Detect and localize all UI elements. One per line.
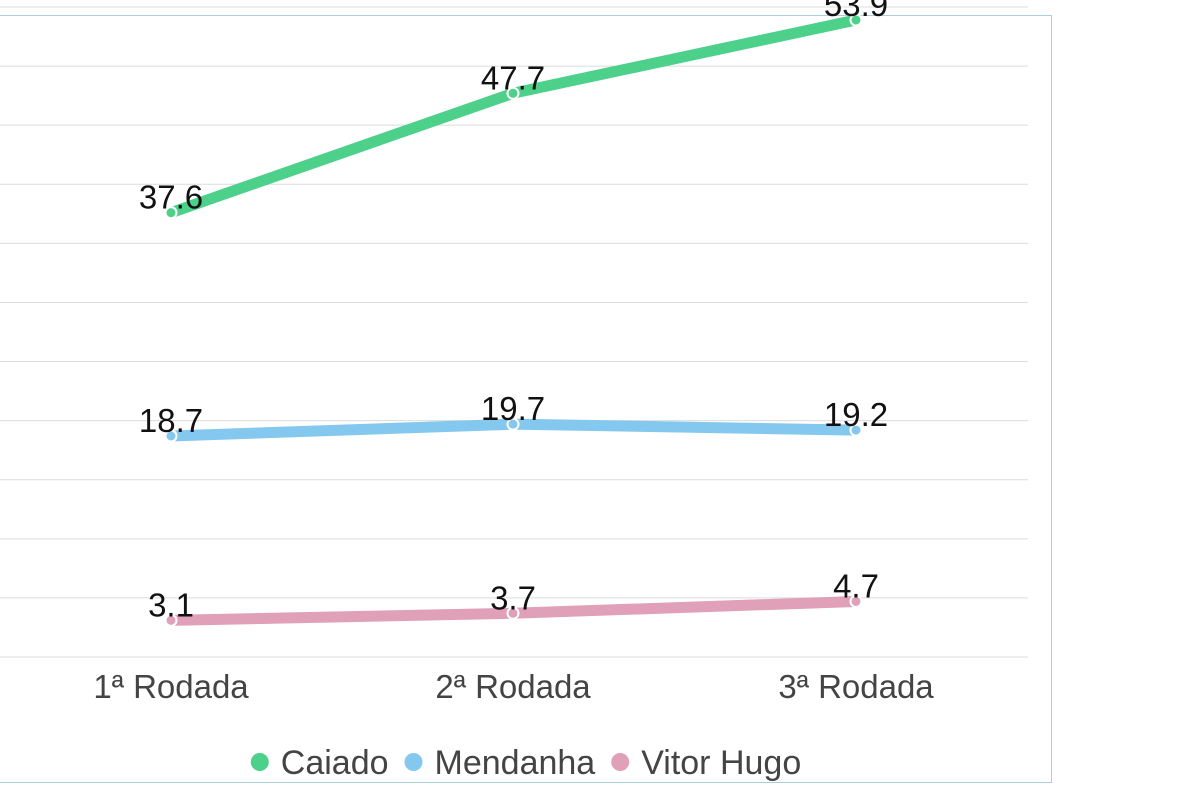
legend-marker: [250, 753, 269, 771]
legend-item-caiado: Caiado: [250, 744, 389, 782]
x-axis-ticks: 1ª Rodada 2ª Rodada 3ª Rodada: [93, 668, 934, 705]
data-label-mendanha: 18.7: [139, 402, 203, 439]
data-point-caiado: [849, 13, 863, 27]
data-point-vitor-hugo: [506, 606, 520, 620]
legend-marker: [611, 753, 630, 771]
data-point-mendanha: [506, 417, 520, 431]
data-point-vitor-hugo: [849, 594, 863, 608]
legend-item-mendanha: Mendanha: [404, 744, 596, 782]
x-tick-label: 3ª Rodada: [778, 668, 934, 705]
x-tick-label: 2ª Rodada: [435, 668, 591, 705]
data-label-vitor-hugo: 4.7: [833, 567, 879, 604]
data-point-mendanha: [849, 423, 863, 437]
legend: Caiado Mendanha Vitor Hugo: [250, 744, 801, 782]
data-label-mendanha: 19.7: [481, 390, 545, 427]
data-label-vitor-hugo: 3.7: [490, 579, 536, 616]
data-label-caiado: 37.6: [139, 179, 203, 216]
data-point-vitor-hugo: [164, 613, 178, 627]
legend-item-vitor-hugo: Vitor Hugo: [611, 744, 801, 782]
series-lines: [165, 14, 862, 626]
data-point-caiado: [506, 86, 520, 100]
legend-label: Caiado: [281, 744, 389, 782]
legend-marker: [404, 753, 423, 771]
data-labels: 37.6 47.7 53.9 18.7 19.7 19.2 3.1 3.7 4.7: [139, 0, 888, 623]
legend-label: Mendanha: [435, 744, 596, 782]
series-line-caiado: [165, 14, 862, 219]
x-tick-label: 1ª Rodada: [93, 668, 249, 705]
data-point-caiado: [164, 206, 178, 220]
gridlines: [0, 6, 1028, 658]
data-point-mendanha: [164, 429, 178, 443]
data-label-caiado: 53.9: [824, 0, 888, 23]
legend-label: Vitor Hugo: [641, 744, 801, 782]
data-label-vitor-hugo: 3.1: [148, 586, 194, 623]
data-points: [164, 13, 863, 627]
chart-frame: [0, 15, 1052, 783]
data-label-mendanha: 19.2: [824, 396, 888, 433]
data-label-caiado: 47.7: [481, 59, 545, 96]
